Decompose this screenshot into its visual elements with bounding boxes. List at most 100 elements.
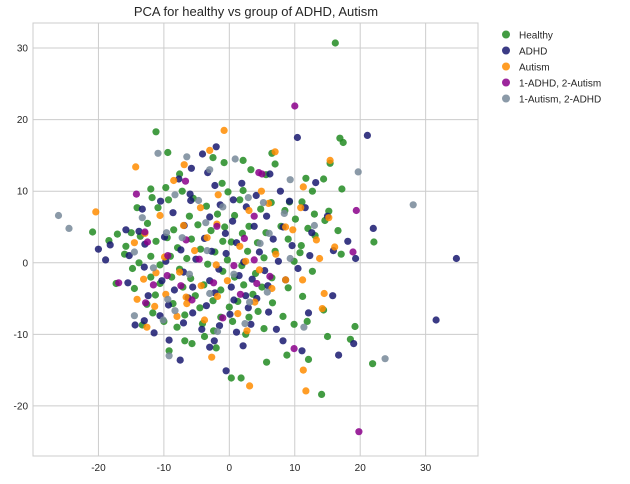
scatter-point <box>210 337 218 345</box>
scatter-point <box>176 356 184 364</box>
scatter-point <box>284 235 292 243</box>
scatter-point <box>302 174 310 182</box>
scatter-point <box>257 205 265 213</box>
scatter-point <box>263 358 271 366</box>
scatter-point <box>187 164 195 172</box>
plot-area: -20 -10 0 10 20 30 -20 -10 0 10 20 30 <box>14 22 479 474</box>
scatter-point <box>297 204 305 212</box>
scatter-point <box>271 148 279 156</box>
scatter-point <box>154 204 162 212</box>
scatter-point <box>213 222 221 230</box>
scatter-point <box>221 223 229 231</box>
y-tick-label: -20 <box>14 401 29 412</box>
legend-label: Healthy <box>519 31 553 42</box>
scatter-point <box>349 248 357 256</box>
scatter-point <box>208 353 216 361</box>
scatter-point <box>157 197 165 205</box>
scatter-point <box>248 275 256 283</box>
scatter-point <box>149 264 157 272</box>
scatter-point <box>202 202 210 210</box>
scatter-point <box>144 292 152 300</box>
scatter-point <box>143 238 152 246</box>
scatter-point <box>337 250 345 258</box>
scatter-point <box>325 214 333 222</box>
scatter-point <box>334 227 342 235</box>
x-tick-label: 30 <box>420 463 432 474</box>
scatter-point <box>171 191 179 199</box>
scatter-point <box>329 292 337 300</box>
scatter-point <box>320 175 328 183</box>
scatter-point <box>265 229 273 237</box>
scatter-point <box>191 247 199 255</box>
scatter-point <box>173 312 181 320</box>
scatter-point <box>149 281 157 289</box>
scatter-point <box>241 320 249 328</box>
scatter-point <box>239 342 247 350</box>
scatter-point <box>230 262 238 270</box>
scatter-point <box>409 201 417 209</box>
scatter-point <box>165 347 173 355</box>
scatter-point <box>182 293 190 301</box>
scatter-point <box>225 303 233 311</box>
scatter-point <box>274 257 282 265</box>
scatter-point <box>299 276 307 284</box>
scatter-point <box>92 208 100 216</box>
scatter-point <box>232 328 241 336</box>
scatter-point <box>250 212 258 220</box>
scatter-point <box>265 308 273 316</box>
scatter-point <box>306 252 314 260</box>
legend-label: Autism <box>519 63 550 74</box>
scatter-point <box>143 323 151 331</box>
scatter-point <box>261 267 269 275</box>
scatter-point <box>351 322 359 331</box>
scatter-point <box>276 187 284 195</box>
x-tick-label: -20 <box>91 463 106 474</box>
scatter-point <box>318 305 326 313</box>
scatter-point <box>197 282 205 290</box>
y-tick-label: 10 <box>17 187 29 198</box>
scatter-point <box>173 323 181 331</box>
x-tick-label: 10 <box>289 463 301 474</box>
scatter-point <box>363 131 371 139</box>
scatter-point <box>188 296 196 304</box>
scatter-point <box>338 185 346 193</box>
scatter-point <box>284 284 292 292</box>
y-tick-label: -10 <box>14 330 29 341</box>
scatter-point <box>279 312 287 320</box>
scatter-point <box>344 237 352 245</box>
scatter-point <box>213 327 222 336</box>
scatter-point <box>196 204 205 212</box>
scatter-point <box>202 302 210 310</box>
scatter-point <box>303 317 311 325</box>
scatter-point <box>164 295 172 303</box>
scatter-point <box>298 198 306 206</box>
scatter-point <box>152 128 160 136</box>
y-tick-label: 0 <box>22 258 28 269</box>
scatter-point <box>180 161 188 169</box>
scatter-point <box>285 197 294 205</box>
scatter-point <box>213 292 222 300</box>
scatter-point <box>236 196 244 204</box>
scatter-point <box>302 387 310 395</box>
scatter-point <box>181 311 189 319</box>
scatter-point <box>212 344 220 352</box>
scatter-point <box>234 310 242 318</box>
x-tick-label: 0 <box>227 463 233 474</box>
scatter-point <box>245 206 253 215</box>
scatter-point <box>268 299 277 307</box>
scatter-point <box>141 228 149 236</box>
scatter-point <box>211 181 219 190</box>
scatter-point <box>255 248 263 256</box>
scatter-point <box>196 304 204 312</box>
scatter-point <box>339 138 347 147</box>
scatter-point <box>138 205 146 213</box>
scatter-point <box>289 226 297 234</box>
scatter-point <box>200 316 209 324</box>
scatter-point <box>229 217 237 225</box>
legend-label: 1-Autism, 2-ADHD <box>519 95 601 106</box>
scatter-point <box>204 260 212 268</box>
scatter-point <box>170 176 178 185</box>
scatter-point <box>312 179 320 187</box>
scatter-point <box>186 190 194 198</box>
scatter-point <box>177 282 185 290</box>
